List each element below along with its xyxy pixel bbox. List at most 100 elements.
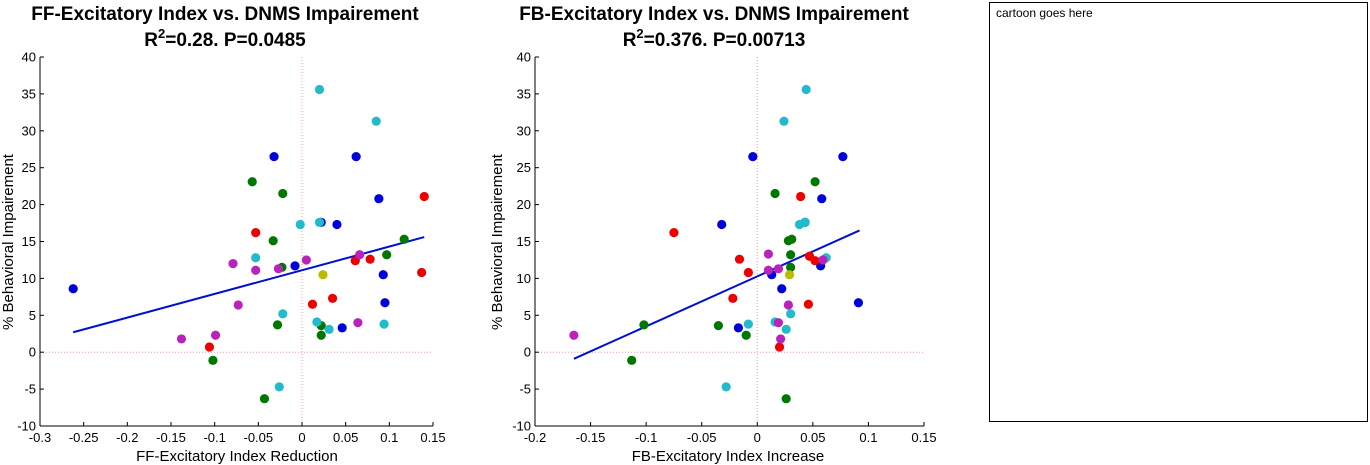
data-point-cyan	[800, 217, 810, 227]
data-point-magenta	[176, 334, 187, 344]
chart-subtitle: R2=0.28. P=0.0485	[144, 26, 306, 51]
data-point-green	[713, 321, 723, 331]
data-point-magenta	[273, 264, 284, 274]
data-point-red	[419, 191, 429, 202]
data-point-green	[399, 234, 409, 244]
data-point-red	[796, 191, 806, 202]
y-tick-label: 20	[22, 197, 36, 212]
chart-ff-excitatory: FF-Excitatory Index vs. DNMS Impairement…	[0, 4, 446, 465]
y-tick-label: 25	[517, 160, 531, 175]
x-tick-label: -0.2	[116, 430, 138, 445]
y-tick-label: 15	[517, 234, 531, 249]
data-point-magenta	[776, 334, 786, 344]
subtitle-stats: =0.376. P=0.00713	[644, 30, 806, 51]
data-point-green	[787, 234, 797, 244]
x-tick-label: 0.05	[800, 430, 825, 445]
x-tick-label: 0.15	[420, 430, 445, 445]
data-point-green	[810, 177, 820, 187]
data-point-red	[204, 342, 215, 352]
data-point-green	[781, 394, 791, 404]
data-point-blue	[853, 298, 864, 308]
data-point-blue	[290, 261, 300, 271]
data-point-magenta	[763, 249, 774, 259]
y-tick-label: 40	[517, 50, 531, 65]
subtitle-sup: 2	[636, 26, 643, 41]
data-point-cyan	[278, 309, 288, 319]
data-point-magenta	[228, 259, 238, 269]
data-point-green	[639, 320, 649, 330]
x-tick-label: -0.05	[687, 430, 717, 445]
data-point-blue	[733, 323, 743, 333]
subtitle-stats: =0.28. P=0.0485	[165, 30, 306, 51]
data-point-blue	[717, 219, 727, 230]
data-point-green	[208, 355, 218, 365]
data-point-cyan	[721, 382, 731, 392]
x-tick-label: -0.1	[635, 430, 657, 445]
data-point-magenta	[818, 255, 828, 265]
data-point-cyan	[314, 84, 325, 95]
data-point-cyan	[312, 317, 322, 327]
data-point-magenta	[783, 300, 794, 310]
subtitle-r: R	[144, 30, 158, 51]
data-point-red	[365, 254, 375, 264]
data-point-red	[307, 299, 318, 309]
data-point-cyan	[781, 324, 791, 334]
x-tick-label: 0	[754, 430, 761, 445]
data-point-green	[741, 330, 751, 340]
y-tick-label: -5	[24, 382, 36, 397]
data-point-magenta	[773, 264, 784, 274]
chart-fb-excitatory: FB-Excitatory Index vs. DNMS Impairement…	[489, 4, 937, 465]
data-point-cyan	[314, 217, 325, 227]
data-point-red	[251, 228, 261, 238]
data-point-magenta	[355, 250, 365, 260]
x-tick-label: -0.15	[576, 430, 606, 445]
data-point-blue	[374, 194, 384, 204]
y-tick-label: 0	[524, 345, 531, 360]
y-tick-label: 0	[29, 345, 36, 360]
data-point-green	[268, 236, 278, 246]
x-axis-label: FF-Excitatory Index Reduction	[136, 448, 338, 465]
data-point-cyan	[779, 116, 789, 126]
data-point-magenta	[301, 255, 311, 265]
data-point-magenta	[763, 265, 774, 275]
data-point-blue	[269, 152, 279, 162]
x-axis-label: FB-Excitatory Index Increase	[632, 448, 825, 465]
x-tick-label: 0	[298, 430, 305, 445]
data-point-blue	[351, 152, 361, 162]
data-point-green	[316, 330, 326, 340]
data-point-red	[774, 342, 785, 352]
y-tick-label: -10	[512, 419, 531, 434]
x-tick-label: 0.1	[380, 430, 398, 445]
y-tick-label: 10	[22, 271, 36, 286]
data-point-green	[786, 262, 796, 272]
y-axis-label: % Behavioral Impairement	[489, 153, 506, 330]
data-point-magenta	[251, 265, 261, 275]
data-point-cyan	[251, 253, 261, 263]
data-point-cyan	[371, 116, 381, 126]
y-tick-label: 30	[22, 123, 36, 138]
data-point-cyan	[786, 309, 796, 319]
data-point-blue	[838, 152, 848, 162]
y-tick-label: 15	[22, 234, 36, 249]
y-tick-label: 30	[517, 123, 531, 138]
regression-line	[72, 236, 425, 334]
data-point-magenta	[569, 330, 579, 340]
data-point-cyan	[379, 319, 389, 329]
data-point-green	[786, 250, 796, 260]
data-point-yellow	[784, 270, 795, 280]
data-point-magenta	[210, 330, 221, 340]
data-point-blue	[748, 152, 758, 162]
data-point-green	[259, 394, 270, 404]
data-point-green	[272, 320, 283, 330]
y-tick-label: -10	[17, 419, 36, 434]
data-point-red	[743, 267, 753, 278]
data-point-blue	[68, 284, 78, 294]
subtitle-r: R	[623, 30, 637, 51]
data-point-blue	[777, 284, 787, 294]
data-point-cyan	[801, 84, 811, 95]
subtitle-sup: 2	[158, 26, 165, 41]
x-tick-label: -0.2	[524, 430, 546, 445]
data-point-green	[278, 188, 288, 199]
data-point-green	[627, 355, 637, 365]
